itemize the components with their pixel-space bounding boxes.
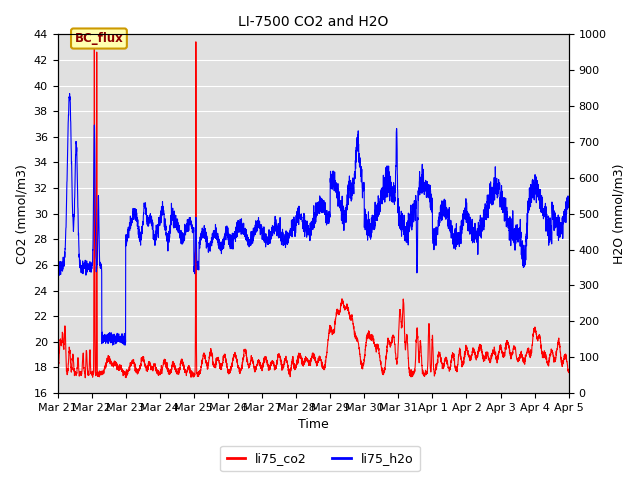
Text: BC_flux: BC_flux (75, 32, 124, 45)
Y-axis label: CO2 (mmol/m3): CO2 (mmol/m3) (15, 164, 28, 264)
Title: LI-7500 CO2 and H2O: LI-7500 CO2 and H2O (238, 15, 388, 29)
Legend: li75_co2, li75_h2o: li75_co2, li75_h2o (220, 446, 420, 471)
Y-axis label: H2O (mmol/m3): H2O (mmol/m3) (612, 164, 625, 264)
X-axis label: Time: Time (298, 419, 328, 432)
